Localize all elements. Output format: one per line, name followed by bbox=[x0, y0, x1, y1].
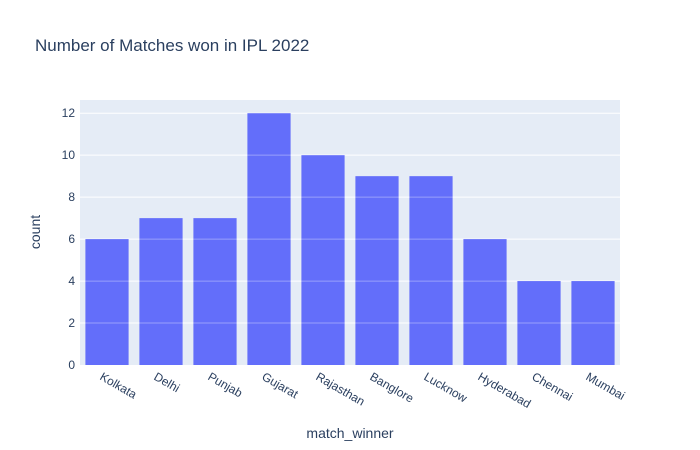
x-tick-label: Kolkata bbox=[98, 369, 140, 401]
bar-gujarat bbox=[247, 113, 291, 365]
y-tick-label: 6 bbox=[68, 232, 75, 246]
y-tick-label: 8 bbox=[68, 190, 75, 204]
bar-lucknow bbox=[409, 176, 453, 365]
bar-rajasthan bbox=[301, 155, 345, 365]
bars bbox=[85, 113, 615, 365]
bar-hyderabad bbox=[463, 239, 507, 365]
bar-banglore bbox=[355, 176, 399, 365]
y-tick-label: 4 bbox=[68, 274, 75, 288]
bar-delhi bbox=[139, 218, 183, 365]
x-tick-label: Delhi bbox=[152, 369, 183, 395]
y-tick-label: 10 bbox=[62, 148, 76, 162]
bar-mumbai bbox=[571, 281, 615, 365]
x-tick-label: Punjab bbox=[206, 369, 246, 400]
y-tick-label: 12 bbox=[62, 106, 76, 120]
bar-chennai bbox=[517, 281, 561, 365]
y-tick-label: 0 bbox=[68, 358, 75, 372]
x-tick-label: Hyderabad bbox=[476, 369, 534, 410]
y-axis-title: count bbox=[27, 215, 43, 249]
x-axis-title: match_winner bbox=[306, 425, 393, 441]
x-tick-label: Chennai bbox=[530, 369, 576, 403]
chart-title: Number of Matches won in IPL 2022 bbox=[35, 36, 309, 55]
y-tick-label: 2 bbox=[68, 316, 75, 330]
x-tick-label: Lucknow bbox=[422, 369, 470, 405]
x-axis-ticks: Kolkata Delhi Punjab Gujarat Rajasthan Banglo… bbox=[98, 369, 628, 410]
y-axis-ticks: 0 2 4 6 8 10 12 bbox=[62, 106, 76, 372]
bar-punjab bbox=[193, 218, 237, 365]
x-tick-label: Banglore bbox=[368, 369, 417, 405]
x-tick-label: Mumbai bbox=[584, 369, 628, 402]
x-tick-label: Gujarat bbox=[260, 369, 302, 401]
bar-kolkata bbox=[85, 239, 129, 365]
x-tick-label: Rajasthan bbox=[314, 369, 368, 408]
